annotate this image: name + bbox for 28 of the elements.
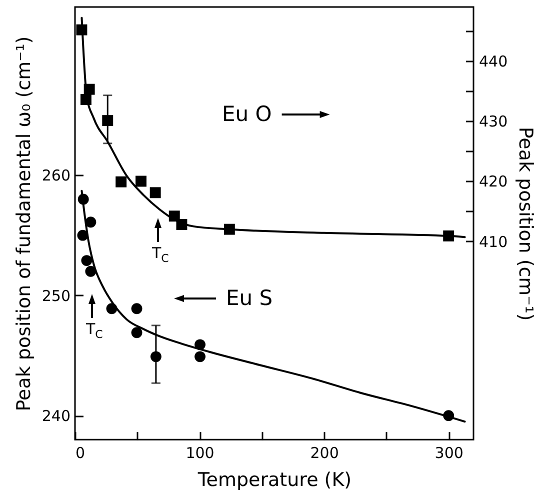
y-tick-label: 250 [42,286,70,305]
point [150,187,161,198]
y2-tick-label: 410 [479,232,508,251]
x-axis-title: Temperature (K) [196,469,352,492]
point [77,230,88,241]
point [136,176,146,187]
annotation: Eu S [226,286,273,310]
x-tick-label: 0 [76,444,86,462]
point [131,327,142,338]
x-tick-label: 300 [434,444,464,462]
annotation: T$_{C}$ [152,244,169,265]
y2-tick-label: 420 [479,172,508,191]
annotation: Eu O [222,102,272,126]
point [85,216,96,228]
point [85,266,96,277]
x-tick-label: 100 [186,444,214,462]
point [131,303,142,314]
point [194,351,206,362]
point [81,255,92,266]
y2-tick-label: 440 [479,52,508,71]
x-tick-label: 200 [310,444,339,462]
y2-tick-label: 430 [479,112,508,131]
y2-axis-title: Peak position (cm⁻¹) [514,126,536,321]
y-tick-label: 240 [42,407,70,426]
annotation: T$_{C}$ [86,320,103,341]
y-axis-title: Peak position of fundamental ω₀ (cm⁻¹) [12,36,35,412]
y-tick-label: 260 [42,166,70,185]
point [116,176,127,188]
